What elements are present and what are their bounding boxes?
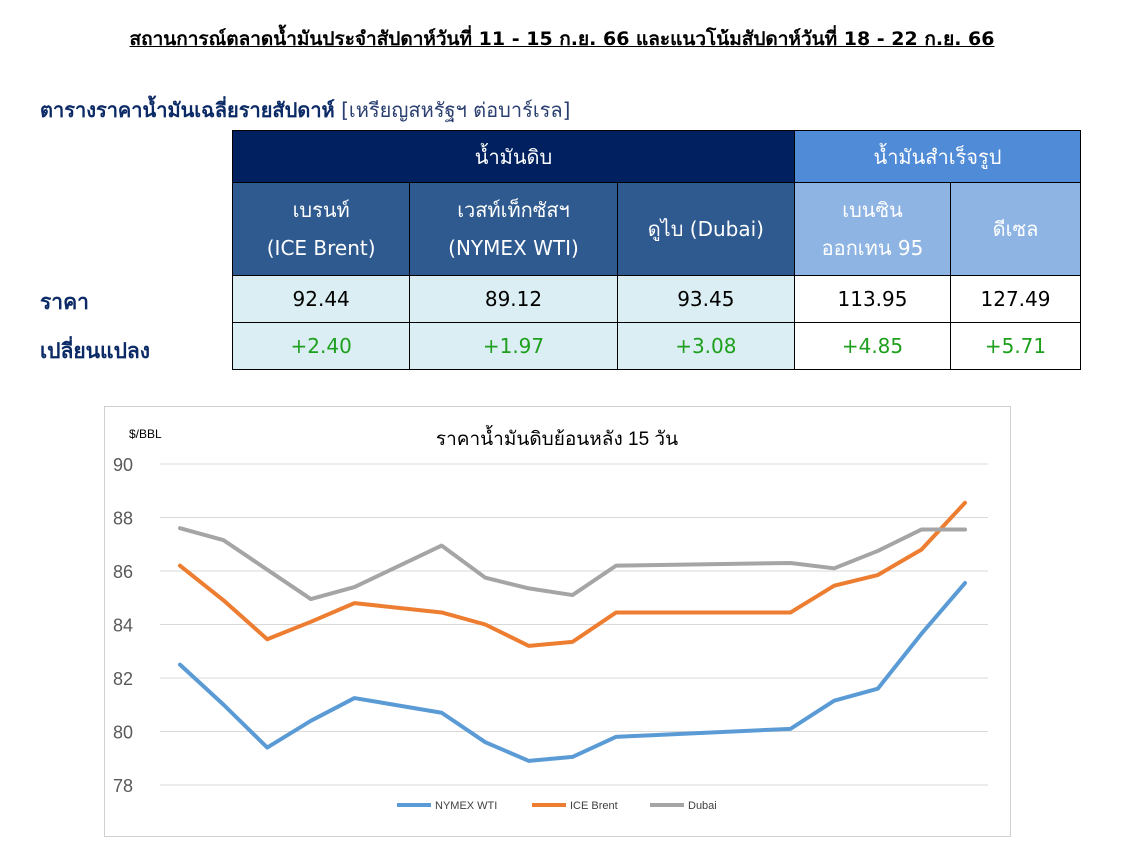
price-chart: 78 80 82 84 86 88 90 ราคาน้ำมันดิบย้อนหลัง 15 …	[113, 425, 988, 812]
grid-layer	[160, 463, 988, 786]
change-cell-dubai: +3.08	[616, 322, 796, 370]
series-line-nymex-wti	[178, 581, 967, 763]
price-cell-wti: 89.12	[409, 275, 618, 323]
column-header-line: (NYMEX WTI)	[448, 236, 579, 260]
chart-legend: NYMEX WTI ICE Brent Dubai	[397, 800, 717, 812]
column-header-line: เวสท์เท็กซัสฯ	[457, 198, 570, 222]
legend-label: Dubai	[688, 800, 717, 812]
price-table: น้ำมันดิบ น้ำมันสำเร็จรูป เบรนท์ (ICE Br…	[231, 130, 1081, 370]
price-row: 92.44 89.12 93.45 113.95 127.49	[231, 275, 1081, 323]
y-tick-labels: 78 80 82 84 86 88 90	[113, 455, 133, 796]
change-cell-brent: +2.40	[231, 322, 411, 370]
row-label-price: ราคา	[40, 290, 89, 314]
chart-title: ราคาน้ำมันดิบย้อนหลัง 15 วัน	[436, 425, 678, 450]
column-header-line: ออกเทน 95	[821, 236, 924, 260]
y-tick-label: 82	[113, 669, 133, 689]
change-cell-gasoline: +4.85	[794, 322, 951, 370]
row-label-change: เปลี่ยนแปลง	[40, 339, 151, 363]
y-tick-label: 84	[113, 616, 133, 636]
y-tick-label: 80	[113, 723, 133, 743]
table-heading-text: ตารางราคาน้ำมันเฉลี่ยรายสัปดาห์	[40, 98, 335, 122]
y-tick-label: 90	[113, 455, 133, 475]
legend-label: NYMEX WTI	[435, 800, 497, 812]
price-cell-dubai: 93.45	[616, 275, 796, 323]
column-header-wti: เวสท์เท็กซัสฯ (NYMEX WTI)	[409, 182, 618, 276]
column-header-line: เบนซิน	[842, 198, 903, 222]
change-row: +2.40 +1.97 +3.08 +4.85 +5.71	[231, 322, 1081, 370]
y-tick-label: 78	[113, 776, 133, 796]
report-title-text: สถานการณ์ตลาดน้ำมันประจำสัปดาห์วันที่ 11…	[129, 28, 995, 50]
column-header-brent: เบรนท์ (ICE Brent)	[231, 182, 411, 276]
price-cell-gasoline: 113.95	[794, 275, 951, 323]
group-refined-header: น้ำมันสำเร็จรูป	[794, 130, 1081, 183]
series-line-dubai	[178, 526, 967, 602]
column-header-line: ดีเซล	[992, 217, 1039, 241]
group-crude-header: น้ำมันดิบ	[232, 130, 795, 183]
table-unit: [เหรียญสหรัฐฯ ต่อบาร์เรล]	[341, 98, 571, 122]
chart-frame: 78 80 82 84 86 88 90 ราคาน้ำมันดิบย้อนหลัง 15 …	[104, 406, 1011, 837]
column-header-diesel: ดีเซล	[950, 182, 1081, 276]
price-cell-diesel: 127.49	[950, 275, 1081, 323]
column-header-gasoline: เบนซิน ออกเทน 95	[794, 182, 951, 276]
column-header-dubai: ดูไบ (Dubai)	[616, 182, 796, 276]
y-tick-label: 88	[113, 509, 133, 529]
y-axis-label: $/BBL	[129, 427, 162, 441]
legend-label: ICE Brent	[570, 800, 618, 812]
column-header-line: (ICE Brent)	[266, 236, 376, 260]
change-cell-wti: +1.97	[409, 322, 618, 370]
series-layer	[178, 500, 967, 763]
change-cell-diesel: +5.71	[950, 322, 1081, 370]
series-line-ice-brent	[178, 500, 967, 648]
report-title: สถานการณ์ตลาดน้ำมันประจำสัปดาห์วันที่ 11…	[0, 24, 1124, 54]
column-header-line: เบรนท์	[292, 198, 350, 222]
price-cell-brent: 92.44	[231, 275, 411, 323]
table-heading: ตารางราคาน้ำมันเฉลี่ยรายสัปดาห์ [เหรียญส…	[40, 94, 570, 126]
y-tick-label: 86	[113, 562, 133, 582]
column-header-line: ดูไบ (Dubai)	[647, 217, 764, 241]
